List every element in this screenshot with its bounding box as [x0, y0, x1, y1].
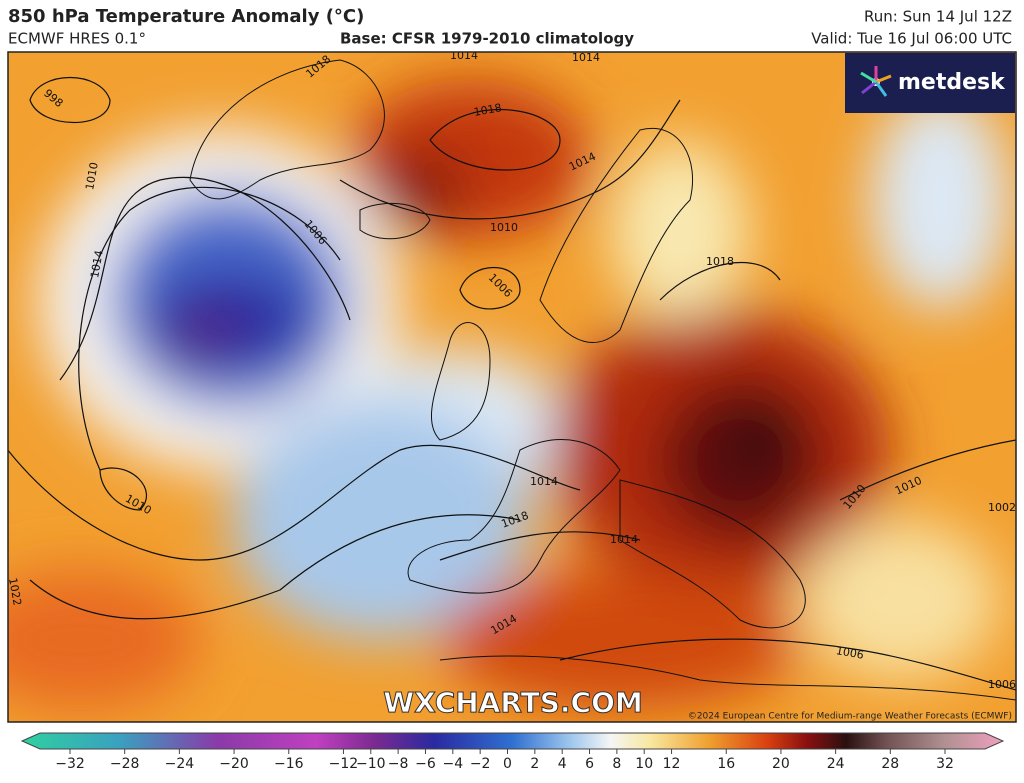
colorbar-tick-label: 6	[585, 756, 594, 772]
colorbar-tick-label: 12	[663, 756, 681, 772]
colorbar-tick-label: 28	[881, 756, 899, 772]
colorbar-tick-label: −6	[415, 756, 436, 772]
colorbar-tick-label: 8	[612, 756, 621, 772]
colorbar-tick-label: −16	[274, 756, 304, 772]
colorbar-tick-label: −28	[110, 756, 140, 772]
colorbar-tick-label: 4	[558, 756, 567, 772]
model: ECMWF HRES 0.1°	[8, 30, 146, 48]
isobar-label: 1006	[988, 678, 1016, 691]
isobar-label: 1018	[706, 255, 734, 268]
isobars	[8, 76, 1016, 691]
logo-icon	[860, 66, 892, 97]
colorbar-tick-label: 20	[772, 756, 790, 772]
isobar-label: 1018	[473, 101, 503, 119]
logo-text: metdesk	[898, 70, 1006, 95]
isobar-label: 1014	[88, 249, 106, 279]
colorbar-tick-label: −24	[165, 756, 195, 772]
run: Run: Sun 14 Jul 12Z	[864, 8, 1012, 26]
colorbar-tick-label: −2	[470, 756, 491, 772]
colorbar-tick-label: −20	[219, 756, 249, 772]
title: 850 hPa Temperature Anomaly (°C)	[8, 6, 364, 27]
colorbar-tick-label: −4	[442, 756, 463, 772]
isobar-label: 1002	[988, 501, 1016, 514]
isobar-label: 1014	[530, 475, 558, 488]
colorbar-tick-label: 0	[503, 756, 512, 772]
isobar-labels: 998 1010 1014 1018 1006 1018 1014 1010 1…	[6, 49, 1016, 691]
map-frame	[7, 51, 1017, 723]
valid: Valid: Tue 16 Jul 06:00 UTC	[811, 30, 1012, 48]
isobar-label: 1006	[835, 644, 865, 662]
coastlines	[189, 59, 1016, 701]
isobar-label: 1010	[83, 161, 101, 191]
isobar-label: 1014	[610, 533, 638, 546]
isobar-label: 1010	[490, 221, 518, 234]
map: 998 1010 1014 1018 1006 1018 1014 1010 1…	[6, 49, 1016, 722]
colorbar-tick-label: 2	[530, 756, 539, 772]
colorbar-tick-label: 10	[635, 756, 653, 772]
colorbar-tick-label: 16	[717, 756, 735, 772]
colorbar-tick-label: 24	[827, 756, 845, 772]
colorbar-tick-label: −32	[55, 756, 85, 772]
colorbar-tick-label: −10	[356, 756, 386, 772]
isobar-label: 1022	[6, 577, 24, 607]
colorbar-tick-label: 32	[936, 756, 954, 772]
colorbar-tick-label: −12	[329, 756, 359, 772]
isobar-label: 1014	[572, 51, 600, 64]
colorbar-strip	[20, 732, 1005, 750]
colorbar: −32 −28 −24 −20 −16 −12−10 −8 −6 −4 −2 0 2 4 6 8 10 12 16…	[20, 732, 1005, 772]
copyright: ©2024 European Centre for Medium-range W…	[688, 712, 1012, 722]
watermark: WXCHARTS.COM	[383, 686, 643, 719]
isobar-label: 1014	[450, 49, 478, 62]
colorbar-tick-label: −8	[388, 756, 409, 772]
base: Base: CFSR 1979-2010 climatology	[340, 30, 634, 48]
